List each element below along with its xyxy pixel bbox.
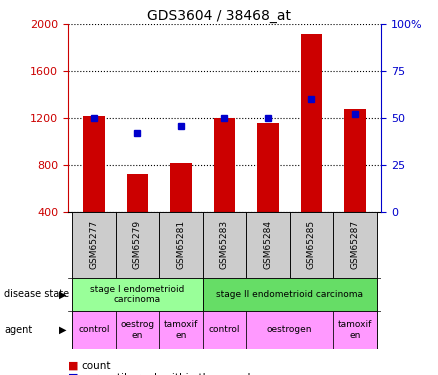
Bar (72, 278, 203, 311)
Bar (214, 118, 235, 212)
Text: ■: ■ (68, 373, 78, 375)
Text: count: count (81, 361, 110, 370)
Bar (159, 311, 203, 349)
Text: GSM65287: GSM65287 (350, 220, 360, 269)
Bar (72, 212, 116, 278)
Bar (333, 311, 377, 349)
Bar (333, 212, 377, 278)
Text: tamoxif
en: tamoxif en (338, 320, 372, 340)
Text: oestrogen: oestrogen (267, 326, 312, 334)
Bar (72, 311, 116, 349)
Text: stage I endometrioid
carcinoma: stage I endometrioid carcinoma (90, 285, 185, 304)
Text: GSM65281: GSM65281 (177, 220, 185, 269)
Bar (203, 212, 246, 278)
Bar (116, 212, 159, 278)
Bar (116, 311, 159, 349)
Text: ▶: ▶ (59, 290, 67, 299)
Text: disease state: disease state (4, 290, 70, 299)
Text: GSM65277: GSM65277 (89, 220, 99, 269)
Text: GSM65285: GSM65285 (307, 220, 316, 269)
Bar (246, 311, 333, 349)
Text: percentile rank within the sample: percentile rank within the sample (81, 373, 257, 375)
Text: GSM65279: GSM65279 (133, 220, 142, 269)
Bar (159, 212, 203, 278)
Text: ■: ■ (68, 361, 78, 370)
Bar (257, 123, 279, 212)
Bar (127, 174, 148, 212)
Bar (344, 109, 366, 212)
Text: tamoxif
en: tamoxif en (164, 320, 198, 340)
Text: oestrog
en: oestrog en (120, 320, 155, 340)
Bar (203, 311, 246, 349)
Text: control: control (78, 326, 110, 334)
Text: GDS3604 / 38468_at: GDS3604 / 38468_at (147, 9, 291, 23)
Text: agent: agent (4, 325, 32, 335)
Bar (246, 212, 290, 278)
Text: GSM65283: GSM65283 (220, 220, 229, 269)
Bar (290, 212, 333, 278)
Text: ▶: ▶ (59, 325, 67, 335)
Text: stage II endometrioid carcinoma: stage II endometrioid carcinoma (216, 290, 363, 299)
Text: control: control (209, 326, 240, 334)
Bar (300, 34, 322, 212)
Bar (83, 116, 105, 212)
Text: GSM65284: GSM65284 (264, 220, 272, 269)
Bar (203, 278, 377, 311)
Bar (170, 163, 192, 212)
